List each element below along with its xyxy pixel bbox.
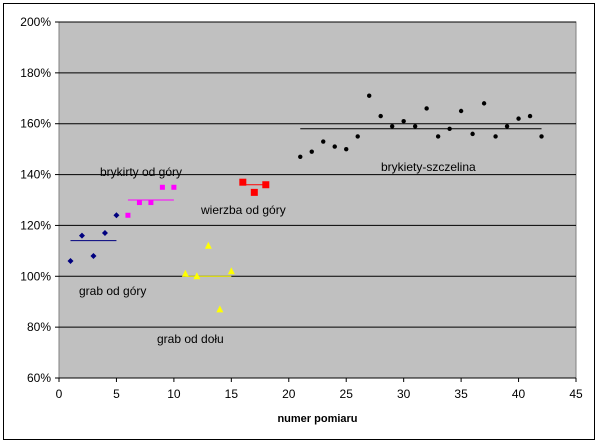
data-point	[435, 134, 441, 139]
data-point	[470, 131, 475, 137]
grid-lines	[59, 21, 576, 379]
x-axis-label: numer pomiaru	[277, 413, 357, 425]
y-tick-label: 200%	[20, 15, 51, 29]
x-tick-label: 0	[56, 387, 63, 401]
data-point	[136, 200, 142, 206]
data-point	[78, 232, 85, 239]
y-tick-label: 140%	[20, 168, 51, 182]
x-tick-label: 10	[167, 387, 181, 401]
data-point	[481, 101, 487, 106]
annotations: grab od góry brykirty od góry grab od dołu…	[79, 160, 476, 346]
data-point	[250, 188, 258, 196]
data-point	[125, 212, 131, 218]
data-point	[527, 113, 533, 119]
y-tick-label: 60%	[27, 371, 51, 385]
data-point	[239, 178, 247, 186]
data-point	[367, 93, 372, 98]
data-point	[389, 124, 395, 129]
data-point	[344, 146, 349, 152]
series-annotation: wierzba od góry	[200, 203, 286, 217]
data-point	[204, 241, 212, 249]
y-tick-label: 160%	[20, 117, 51, 131]
y-axis-ticks: 60% 80% 100% 120% 140% 160% 180% 200%	[20, 15, 59, 385]
data-point	[401, 118, 406, 124]
x-tick-label: 35	[454, 387, 468, 401]
series-annotation: brykiety-szczelina	[381, 160, 476, 174]
data-point	[355, 134, 360, 139]
series-annotation: brykirty od góry	[100, 165, 182, 179]
data-point	[447, 126, 452, 131]
x-tick-label: 45	[569, 387, 583, 401]
series-annotation: grab od góry	[79, 284, 146, 298]
data-points	[67, 93, 544, 313]
data-point	[90, 252, 97, 259]
data-point	[298, 154, 303, 159]
data-point	[458, 108, 464, 114]
data-point	[193, 272, 201, 280]
y-tick-label: 80%	[27, 320, 51, 334]
data-point	[424, 106, 429, 111]
y-tick-label: 180%	[20, 66, 51, 80]
data-point	[332, 144, 337, 149]
data-point	[539, 134, 544, 139]
data-point	[309, 149, 314, 154]
x-tick-label: 15	[225, 387, 239, 401]
data-point	[262, 181, 270, 189]
mean-lines	[70, 128, 542, 277]
data-point	[181, 269, 189, 277]
data-point	[159, 184, 165, 190]
x-tick-label: 30	[397, 387, 411, 401]
x-tick-label: 20	[282, 387, 296, 401]
x-axis-ticks: 0 5 10 15 20 25 30 35 40 45	[56, 378, 583, 401]
y-tick-label: 100%	[20, 269, 51, 283]
y-tick-label: 120%	[20, 218, 51, 232]
x-tick-label: 25	[340, 387, 354, 401]
data-point	[101, 230, 108, 237]
data-point	[378, 113, 383, 119]
x-tick-label: 5	[113, 387, 120, 401]
series-annotation: grab od dołu	[157, 332, 224, 346]
data-point	[493, 134, 498, 139]
data-point	[113, 212, 120, 219]
data-point	[227, 267, 235, 275]
data-point	[216, 305, 224, 313]
x-tick-label: 40	[512, 387, 526, 401]
data-point	[148, 200, 154, 206]
data-point	[321, 139, 326, 144]
data-point	[516, 116, 521, 121]
data-point	[504, 124, 510, 129]
data-point	[67, 258, 74, 265]
data-point	[412, 124, 418, 129]
data-point	[171, 184, 177, 190]
